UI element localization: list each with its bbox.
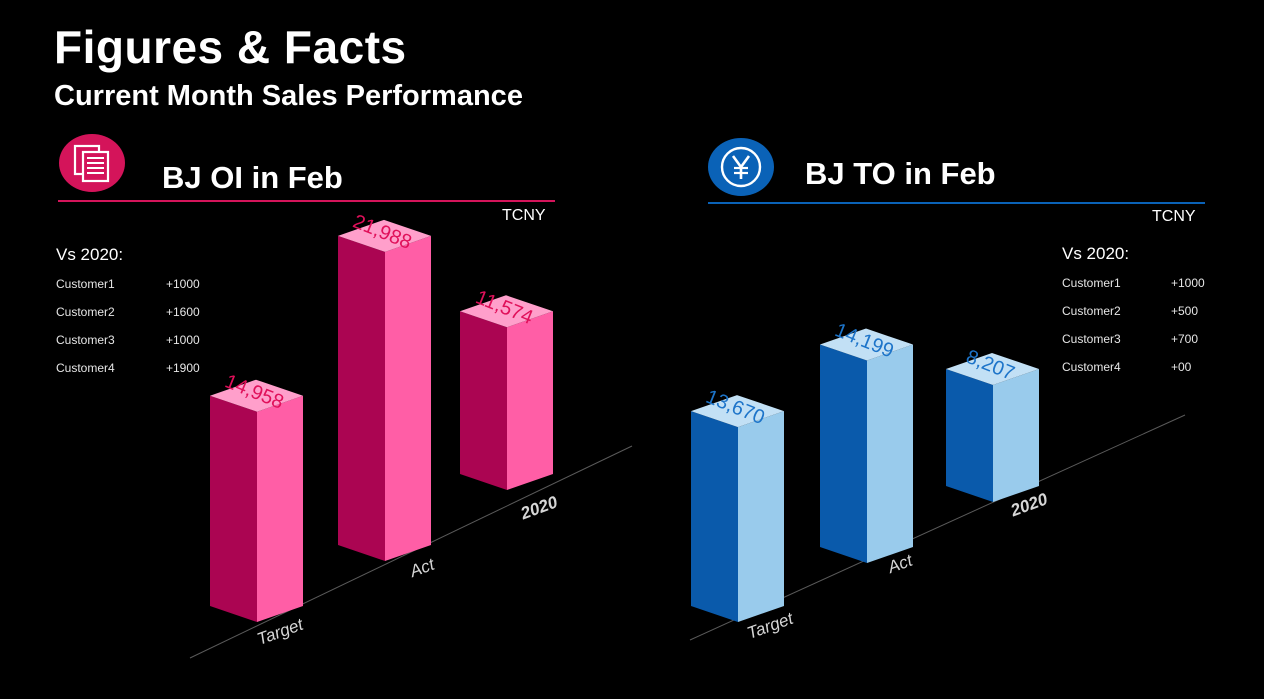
page-subtitle: Current Month Sales Performance	[54, 80, 523, 112]
customer-name: Customer4	[56, 361, 115, 375]
customer-delta: +1000	[166, 333, 200, 347]
to-bar-top	[691, 395, 784, 428]
to-bar-2020	[946, 352, 1039, 502]
oi-bar-top	[460, 295, 553, 328]
to-chart-title: BJ TO in Feb	[805, 156, 996, 191]
page-title: Figures & Facts	[54, 21, 407, 73]
customer-delta: +00	[1171, 360, 1192, 374]
customer-name: Customer3	[1062, 332, 1121, 346]
customer-delta: +700	[1171, 332, 1199, 346]
customer-name: Customer1	[1062, 276, 1121, 290]
customer-delta: +1600	[166, 305, 200, 319]
to-bar-side	[993, 368, 1039, 502]
oi-panel: BJ OI in Feb TCNY Vs 2020: Customer1 +10…	[56, 134, 555, 375]
to-bar-top	[820, 328, 913, 361]
oi-bar-act	[338, 219, 431, 561]
oi-bar-top	[338, 219, 431, 252]
to-bar-front	[820, 344, 867, 563]
document-stack-icon	[59, 134, 125, 192]
oi-bar-2020	[460, 295, 553, 490]
customer-name: Customer2	[56, 305, 115, 319]
oi-title-rule	[58, 200, 555, 202]
to-panel: BJ TO in Feb TCNY Vs 2020: Customer1 +10…	[632, 0, 1264, 699]
customer-delta: +500	[1171, 304, 1199, 318]
oi-vs-title: Vs 2020:	[56, 245, 124, 264]
oi-bar-side	[507, 311, 553, 490]
customer-name: Customer3	[56, 333, 115, 347]
oi-bar-top	[210, 379, 303, 412]
customer-name: Customer1	[56, 277, 115, 291]
to-bar-target	[691, 395, 784, 622]
oi-bar-side	[385, 235, 431, 561]
to-bar-side	[867, 344, 913, 563]
to-bar-front	[946, 368, 993, 502]
to-bar-side	[738, 411, 784, 622]
to-bar-act	[820, 328, 913, 563]
to-bar-top	[946, 352, 1039, 385]
oi-bar-side	[257, 395, 303, 622]
oi-x-axis-line	[189, 445, 633, 659]
to-vs-title: Vs 2020:	[1062, 244, 1130, 263]
to-bar-front	[691, 411, 738, 622]
oi-unit-label: TCNY	[502, 207, 546, 224]
customer-name: Customer2	[1062, 304, 1121, 318]
oi-bar-front	[210, 395, 257, 622]
customer-delta: +1000	[1171, 276, 1205, 290]
to-unit-label: TCNY	[1152, 208, 1196, 225]
to-title-rule	[708, 202, 1205, 204]
customer-delta: +1000	[166, 277, 200, 291]
oi-bar-front	[338, 235, 385, 561]
yen-icon	[708, 138, 774, 196]
oi-bar-target	[210, 379, 303, 622]
customer-delta: +1900	[166, 361, 200, 375]
oi-chart-title: BJ OI in Feb	[162, 160, 343, 195]
customer-name: Customer4	[1062, 360, 1121, 374]
oi-bar-front	[460, 311, 507, 490]
